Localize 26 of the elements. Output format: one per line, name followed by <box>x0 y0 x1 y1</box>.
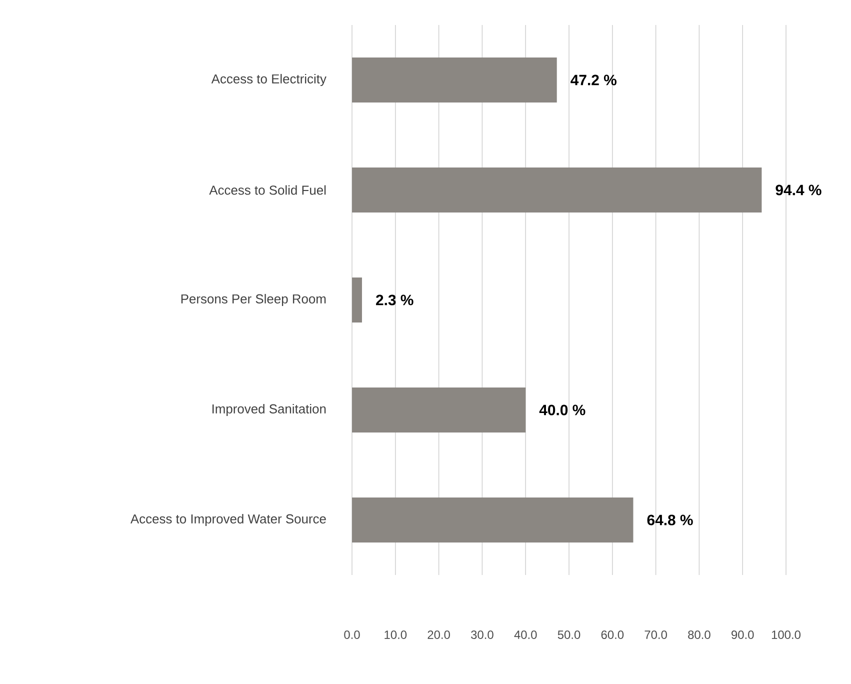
data-label: 40.0 % <box>539 404 586 416</box>
bar <box>352 168 762 213</box>
x-tick-label: 50.0 <box>558 630 580 639</box>
x-tick-label: 20.0 <box>428 630 450 639</box>
y-tick-label: Improved Sanitation <box>212 404 326 416</box>
bar <box>352 388 526 433</box>
data-label: 94.4 % <box>776 184 822 196</box>
bar <box>352 58 557 103</box>
y-tick-label: Persons Per Sleep Room <box>181 294 326 306</box>
x-tick-label: 40.0 <box>514 630 537 639</box>
data-label: 47.2 % <box>570 74 616 86</box>
x-tick-label: 30.0 <box>471 630 494 639</box>
data-label: 2.3 % <box>376 294 414 306</box>
x-tick-label: 60.0 <box>601 630 624 639</box>
y-tick-label: Access to Electricity <box>211 74 326 86</box>
y-tick-label: Access to Improved Water Source <box>130 514 326 526</box>
x-tick-label: 10.0 <box>384 630 407 639</box>
y-tick-label: Access to Solid Fuel <box>209 185 326 195</box>
bar <box>352 278 362 323</box>
data-label: 64.8 % <box>647 514 693 526</box>
x-tick-label: 70.0 <box>644 630 667 639</box>
x-tick-label: 0.0 <box>344 630 360 639</box>
x-tick-label: 100.0 <box>772 630 800 639</box>
bar <box>352 498 634 543</box>
x-tick-label: 90.0 <box>732 630 754 639</box>
x-tick-label: 80.0 <box>688 630 710 639</box>
